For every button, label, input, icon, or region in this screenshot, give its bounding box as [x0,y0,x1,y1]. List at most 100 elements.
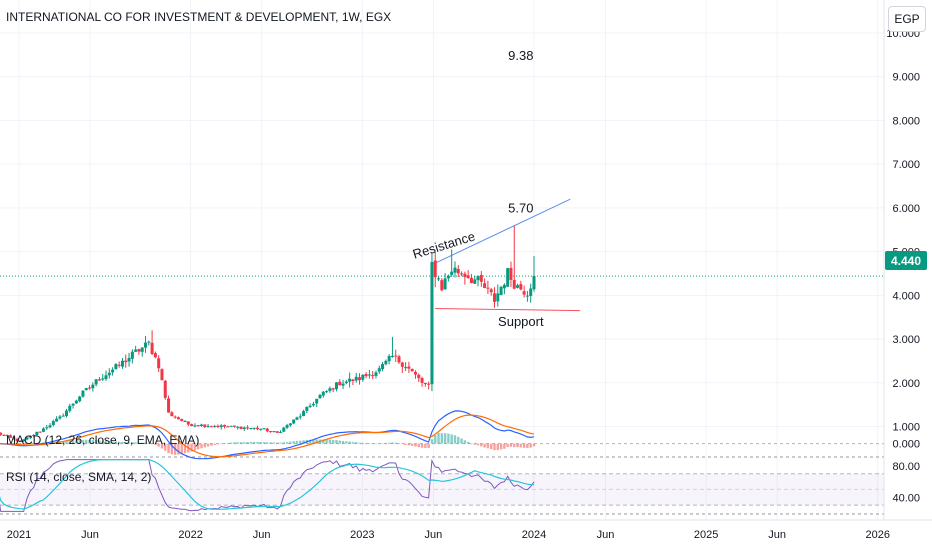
macd-hist-bar [401,443,404,445]
macd-hist-bar [493,443,496,451]
macd-hist-bar [144,442,147,444]
candle-body [25,437,29,440]
candle-body [423,382,427,385]
candle-body [400,362,404,367]
candle-body [331,388,335,390]
candle-body [22,439,26,442]
macd-hist-bar [114,441,118,444]
candle-body [437,278,441,280]
candle-body [390,355,394,358]
candles [0,225,536,443]
macd-hist-bar [137,442,141,444]
y-tick-label: 8.000 [892,115,920,127]
candle-body [9,435,13,438]
candle-body [502,284,506,289]
candle-body [104,375,108,380]
macd-hist-bar [85,439,88,444]
macd-hist-bar [391,442,394,444]
y-tick-label: 1.000 [892,422,920,434]
candle-body [374,372,378,376]
candle-body [209,426,213,428]
candle-body [259,428,263,430]
macd-hist-bar [325,439,328,444]
candle-body [216,425,220,427]
macd-hist-bar [226,442,230,444]
macd-hist-bar [414,443,417,447]
macd-hist-bar [374,443,378,445]
candle-body [308,405,312,408]
macd-hist-bar [506,443,509,448]
x-tick-label: 2021 [7,529,31,541]
candle-body [219,425,223,428]
candle-body [519,284,523,290]
candle-body [341,383,345,386]
macd-hist-bar [29,443,32,445]
candle-body [51,421,55,426]
candle-body [45,427,49,429]
candle-body [473,279,477,284]
candle-body [315,398,319,404]
candle-body [407,366,411,369]
macd-hist-bar [450,434,453,444]
macd-hist-bar [22,443,25,445]
candle-body [364,374,368,377]
candle-body [239,426,243,429]
candle-body [269,431,273,433]
x-tick-label: 2022 [178,529,202,541]
macd-hist-bar [351,441,355,444]
macd-hist-bar [134,442,137,444]
macd-hist-bar [470,443,473,445]
y-tick-label: 4.000 [892,290,920,302]
macd-hist-bar [170,443,174,455]
candle-body [223,424,227,427]
candle-body [334,382,338,390]
candle-body [242,427,246,430]
macd-hist-bar [473,443,476,445]
macd-hist-bar [529,443,532,448]
candle-body [229,425,233,427]
candle-body [483,283,487,289]
macd-hist-bar [378,443,381,445]
candle-body [94,379,98,385]
candle-body [84,387,88,391]
macd-hist-bar [200,443,203,449]
macd-hist-bar [121,441,124,444]
macd-hist-bar [348,441,351,444]
candle-body [153,353,157,358]
macd-hist-bar [480,443,483,447]
macd-hist-bar [249,441,253,444]
macd-hist-bar [68,440,71,444]
macd-hist-bar [331,440,335,444]
candle-body [140,347,144,352]
candle-body [371,375,375,377]
macd-hist-bar [35,443,39,444]
candle-body [130,351,134,359]
macd-hist-bar [387,442,391,444]
resistance-line [431,198,571,266]
candle-body [120,360,124,367]
candle-body [496,293,500,302]
macd-tick-label: 0.000 [892,439,920,451]
labels: 9.38 5.70 Resistance Support MACD (12, 26, c… [6,48,544,484]
currency-button[interactable]: EGP [888,6,926,32]
candle-body [456,268,460,274]
candle-body [157,358,161,369]
macd-hist-bar [335,440,338,444]
macd-hist-bar [503,443,506,449]
y-tick-label: 3.000 [892,334,920,346]
rsi-sma-line [0,459,535,510]
macd-hist-bar [259,441,262,444]
candle-body [529,288,533,296]
macd-hist-bar [460,438,463,444]
macd-hist-bar [434,434,437,444]
pane-backgrounds [0,456,884,515]
macd-hist-bar [282,442,285,444]
candle-body [150,342,154,354]
candle-body [246,427,250,429]
x-tick-label: Jun [81,529,99,541]
candle-body [387,355,391,362]
rsi-label: RSI (14, close, SMA, 14, 2) [6,470,151,484]
macd-hist-bar [279,442,282,444]
